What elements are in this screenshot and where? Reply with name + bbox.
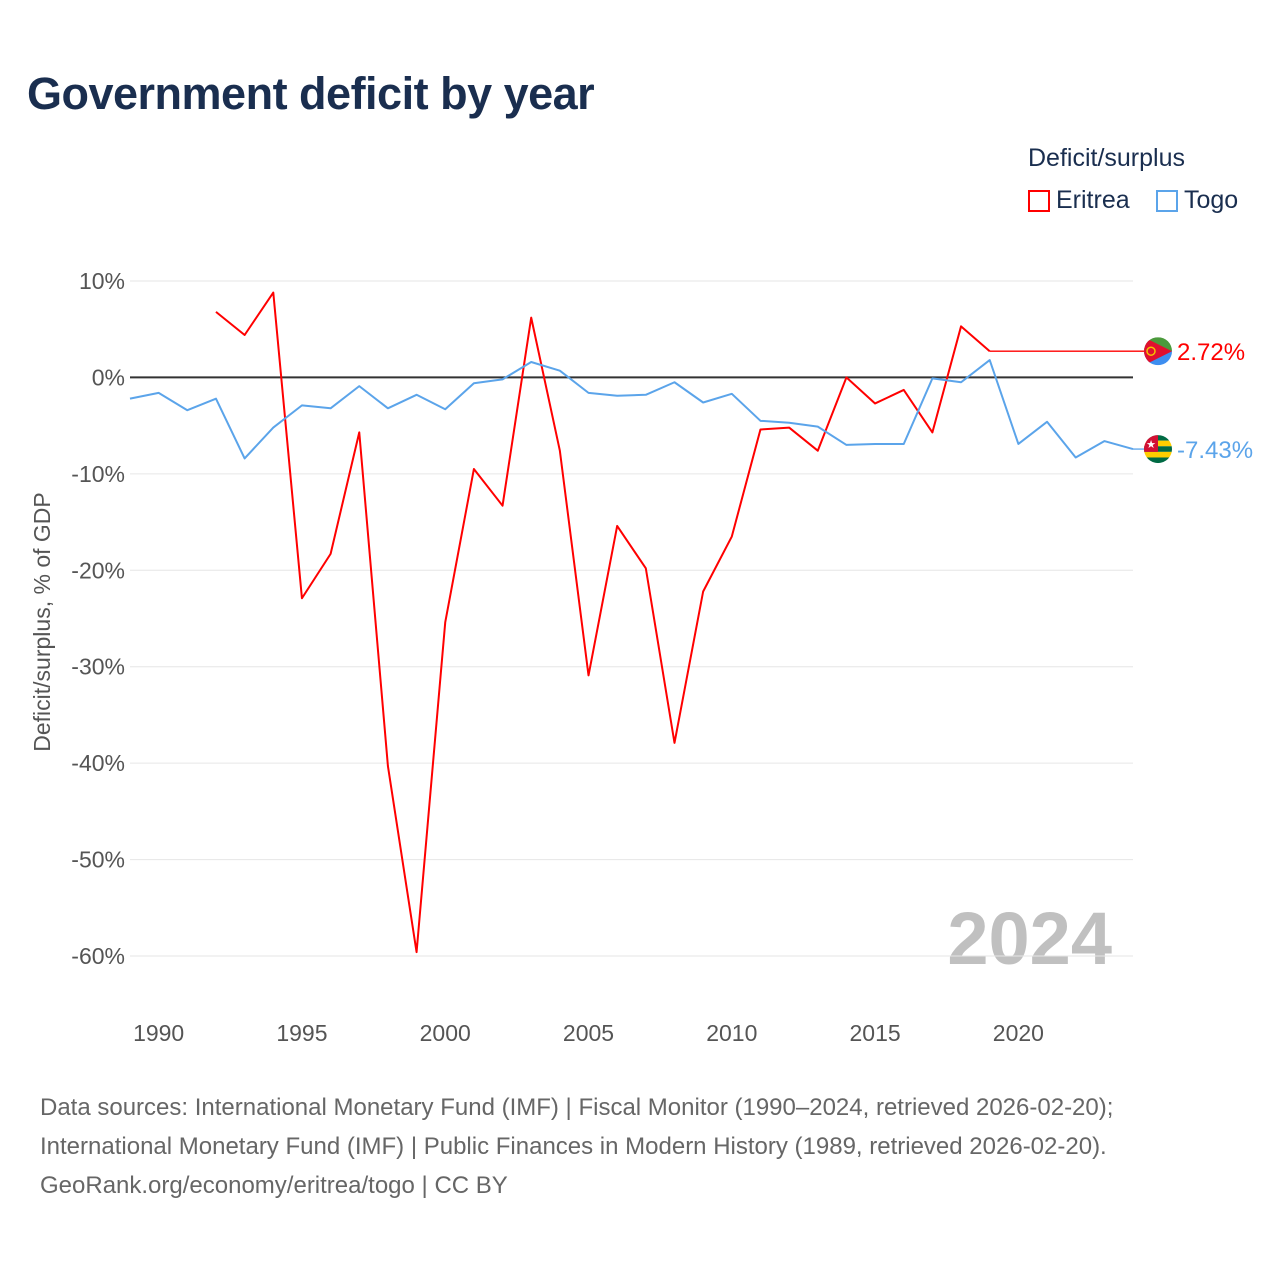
x-tick-label: 2015 xyxy=(849,1020,900,1046)
eritrea-flag-icon xyxy=(1144,337,1172,366)
year-watermark: 2024 xyxy=(947,897,1112,980)
flag-stripe xyxy=(1144,451,1172,458)
flag-body: ★ xyxy=(1144,435,1172,464)
y-tick-label: -60% xyxy=(71,943,125,969)
y-tick-label: -20% xyxy=(71,557,125,583)
chart-title: Government deficit by year xyxy=(27,68,595,119)
x-tick-label: 2020 xyxy=(993,1020,1044,1046)
flag-stripe xyxy=(1144,457,1172,464)
footer-source-1: Data sources: International Monetary Fun… xyxy=(40,1094,1114,1121)
footer-source-2: International Monetary Fund (IMF) | Publ… xyxy=(40,1133,1107,1160)
end-value-label: 2.72% xyxy=(1177,339,1245,366)
legend-swatch xyxy=(1156,189,1178,212)
x-tick-label: 2005 xyxy=(563,1020,614,1046)
legend-label: Togo xyxy=(1184,186,1239,214)
flag-body xyxy=(1144,337,1172,366)
legend-swatch xyxy=(1028,189,1050,212)
y-tick-label: -30% xyxy=(71,654,125,680)
y-tick-label: -10% xyxy=(71,461,125,487)
x-tick-label: 1995 xyxy=(276,1020,327,1046)
legend-item-togo[interactable]: Togo xyxy=(1156,186,1238,215)
y-tick-label: 0% xyxy=(92,364,125,390)
flag-red-triangle xyxy=(1144,337,1172,366)
footer: Data sources: International Monetary Fun… xyxy=(40,1088,1113,1205)
legend-label: Eritrea xyxy=(1056,186,1130,214)
end-value-label: -7.43% xyxy=(1177,437,1253,464)
series-line-eritrea xyxy=(215,291,991,954)
y-tick-label: -50% xyxy=(71,847,125,873)
x-tick-label: 1990 xyxy=(133,1020,184,1046)
flag-star: ★ xyxy=(1146,439,1156,451)
footer-credit[interactable]: GeoRank.org/economy/eritrea/togo | CC BY xyxy=(40,1172,508,1199)
legend-item-eritrea[interactable]: Eritrea xyxy=(1028,186,1130,215)
y-tick-label: -40% xyxy=(71,750,125,776)
series-line-togo xyxy=(129,359,1134,460)
flag-emblem xyxy=(1146,346,1156,356)
y-axis-label: Deficit/surplus, % of GDP xyxy=(29,492,55,751)
x-tick-label: 2010 xyxy=(706,1020,757,1046)
x-tick-label: 2000 xyxy=(420,1020,471,1046)
y-tick-label: 10% xyxy=(79,268,125,294)
legend-title: Deficit/surplus xyxy=(1028,144,1185,172)
togo-flag-icon: ★ xyxy=(1144,435,1172,464)
